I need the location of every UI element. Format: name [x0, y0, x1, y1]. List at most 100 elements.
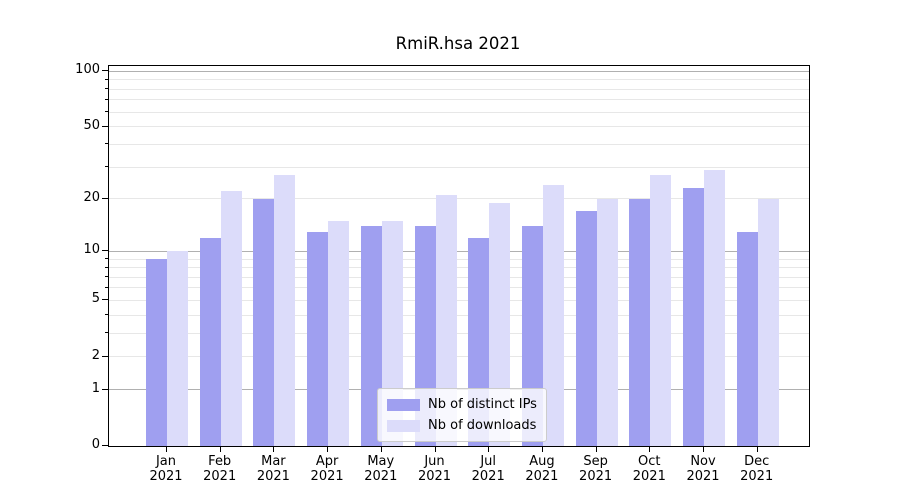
y-minor-tick: [104, 314, 108, 316]
bar-nb-of-distinct-ips-oct-2021: [629, 198, 651, 446]
y-minor-tick: [104, 78, 108, 80]
y-tick-label: 1: [91, 380, 100, 396]
plot-area: Nb of distinct IPs Nb of downloads: [108, 65, 810, 447]
x-tick: [219, 446, 221, 452]
bar-nb-of-downloads-aug-2021: [542, 184, 564, 446]
bar-nb-of-distinct-ips-mar-2021: [253, 198, 275, 446]
bar-nb-of-distinct-ips-sep-2021: [575, 211, 597, 446]
chart-title: RmiR.hsa 2021: [395, 34, 521, 53]
bar-nb-of-distinct-ips-nov-2021: [683, 187, 704, 446]
bar-nb-of-downloads-sep-2021: [596, 198, 618, 446]
x-tick-label: Sep 2021: [579, 454, 613, 484]
x-tick: [756, 446, 758, 452]
x-tick: [595, 446, 597, 452]
y-tick: [102, 70, 108, 72]
x-tick: [434, 446, 436, 452]
y-minor-tick: [104, 286, 108, 288]
y-minor-tick: [104, 258, 108, 259]
x-tick: [166, 446, 167, 452]
x-tick: [488, 446, 490, 452]
x-tick-label: Oct 2021: [632, 454, 666, 484]
x-tick: [273, 446, 275, 452]
x-tick: [380, 446, 382, 452]
y-tick: [102, 197, 108, 199]
y-tick-label: 0: [91, 437, 100, 452]
y-tick-label: 20: [83, 189, 100, 205]
gridline-minor: [109, 99, 809, 101]
gridline-major: [109, 70, 809, 72]
gridline-minor: [109, 143, 809, 145]
y-tick-label: 10: [83, 242, 100, 258]
bar-nb-of-distinct-ips-jan-2021: [146, 259, 167, 446]
bar-nb-of-downloads-apr-2021: [328, 220, 350, 446]
x-tick-label: Jun 2021: [417, 454, 452, 484]
gridline-minor: [109, 111, 809, 113]
y-tick: [102, 388, 108, 390]
x-tick-label: Nov 2021: [686, 454, 720, 484]
x-tick-label: Apr 2021: [310, 454, 344, 484]
y-minor-tick: [104, 88, 108, 90]
gridline-minor: [109, 356, 809, 358]
bar-nb-of-distinct-ips-feb-2021: [199, 237, 221, 446]
gridline-minor: [109, 166, 809, 168]
bar-nb-of-distinct-ips-may-2021: [360, 226, 382, 446]
bar-nb-of-downloads-oct-2021: [650, 175, 672, 446]
bar-nb-of-downloads-feb-2021: [220, 191, 242, 446]
legend-label-distinct-ips: Nb of distinct IPs: [428, 397, 537, 412]
x-tick: [649, 446, 651, 452]
gridline-minor: [109, 126, 809, 128]
y-tick-label: 100: [75, 62, 100, 78]
x-tick-label: Aug 2021: [525, 454, 559, 484]
x-tick: [541, 446, 543, 452]
gridline-minor: [109, 276, 809, 278]
y-minor-tick: [104, 266, 108, 268]
legend-item-downloads: Nb of downloads: [387, 415, 537, 436]
legend-swatch-distinct-ips: [387, 398, 420, 411]
x-tick-label: Feb 2021: [203, 454, 237, 484]
x-tick-label: Jul 2021: [471, 454, 505, 484]
x-tick-label: Dec 2021: [740, 454, 774, 484]
bar-nb-of-downloads-nov-2021: [704, 169, 725, 446]
y-tick-label: 50: [83, 117, 100, 133]
y-minor-tick: [104, 143, 108, 145]
x-tick: [703, 446, 704, 452]
legend: Nb of distinct IPs Nb of downloads: [377, 388, 547, 442]
y-tick: [102, 355, 108, 357]
gridline-minor: [109, 88, 809, 90]
x-tick-label: Jan 2021: [149, 454, 183, 484]
legend-label-downloads: Nb of downloads: [428, 418, 537, 433]
gridline-minor: [109, 198, 809, 200]
gridline-minor: [109, 314, 809, 316]
bar-nb-of-distinct-ips-dec-2021: [736, 231, 758, 446]
y-tick: [102, 125, 108, 127]
y-minor-tick: [104, 166, 108, 168]
y-minor-tick: [104, 98, 108, 100]
legend-swatch-downloads: [387, 419, 420, 432]
y-tick-label: 2: [91, 347, 100, 363]
gridline-minor: [109, 287, 809, 289]
bar-nb-of-downloads-mar-2021: [274, 175, 296, 446]
y-tick: [102, 299, 108, 301]
x-tick-label: Mar 2021: [256, 454, 290, 484]
y-tick: [102, 250, 108, 252]
y-tick: [102, 445, 108, 446]
y-minor-tick: [104, 332, 108, 334]
gridline-minor: [109, 79, 809, 81]
gridline-major: [109, 250, 809, 252]
bar-nb-of-downloads-jun-2021: [435, 194, 457, 446]
y-minor-tick: [104, 276, 108, 278]
y-minor-tick: [104, 111, 108, 113]
legend-item-distinct-ips: Nb of distinct IPs: [387, 394, 537, 415]
gridline-minor: [109, 332, 809, 334]
bar-nb-of-downloads-jan-2021: [167, 251, 188, 446]
gridline-minor: [109, 258, 809, 260]
bar-nb-of-downloads-jul-2021: [489, 202, 511, 446]
y-tick-label: 5: [91, 291, 100, 307]
x-tick-label: May 2021: [364, 454, 398, 484]
x-tick: [327, 446, 329, 452]
bar-nb-of-downloads-dec-2021: [757, 198, 779, 446]
gridline-minor: [109, 267, 809, 269]
bar-nb-of-distinct-ips-apr-2021: [307, 231, 329, 446]
gridline-minor: [109, 299, 809, 301]
